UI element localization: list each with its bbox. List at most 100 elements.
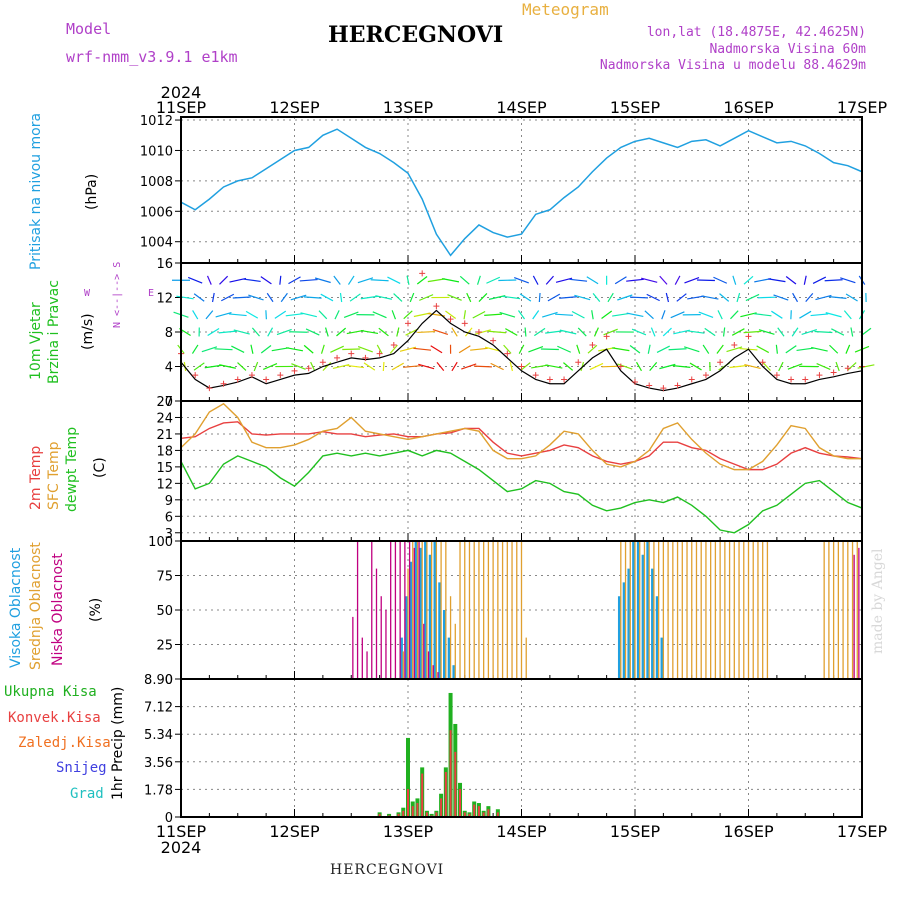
wind-arrow: [815, 294, 832, 301]
wind-arrow: [698, 311, 714, 319]
wind-arrow: [393, 293, 403, 302]
wind-arrow: [248, 294, 264, 301]
y-tick-label: 1.78: [144, 783, 173, 798]
wind-arrow: [559, 329, 577, 335]
wind-arrow: [233, 329, 250, 335]
conv-precip-bar: [444, 772, 447, 817]
wind-arrow: [403, 365, 421, 368]
wind-arrow: [670, 311, 685, 319]
wind-arrow: [626, 312, 644, 318]
wind-arrow: [347, 275, 355, 285]
wind-arrow: [251, 327, 260, 337]
panel-wind: [172, 262, 875, 402]
wind-arrow: [336, 327, 347, 337]
wind-arrow: [785, 276, 797, 285]
wind-arrow: [463, 310, 467, 320]
wind-arrow: [601, 310, 613, 319]
wind-arrow: [593, 327, 599, 337]
wind-gust-marker: [546, 376, 553, 383]
wind-arrow: [635, 361, 643, 372]
wind-arrow: [488, 330, 507, 334]
wind-gust-marker: [504, 350, 511, 357]
wind-arrow: [519, 293, 532, 302]
y-tick-label: 7.12: [144, 701, 173, 716]
time-label-bottom: 13SEP: [383, 822, 434, 841]
wind-gust-marker: [291, 367, 298, 374]
wind-arrow: [587, 344, 598, 354]
wind-arrow: [218, 330, 237, 334]
wind-arrow: [382, 361, 385, 372]
wind-arrow: [683, 346, 700, 353]
wind-arrow: [458, 345, 471, 354]
wind-arrow: [768, 278, 786, 283]
wind-arrow: [829, 344, 839, 354]
y-tick-label: 8.90: [144, 673, 173, 688]
wind-gust-marker: [263, 376, 270, 383]
y-tick-label: 1012: [140, 114, 173, 129]
wind-arrow: [555, 277, 573, 283]
wind-arrow: [274, 310, 287, 319]
time-label-top: 14SEP: [496, 98, 547, 117]
wind-arrow: [731, 328, 745, 336]
wind-arrow: [777, 327, 785, 337]
y-tick-label: 12: [156, 292, 173, 307]
wind-arrow: [413, 347, 432, 351]
wind-arrow: [253, 361, 259, 372]
wind-arrow: [193, 293, 205, 302]
wind-arrow: [533, 327, 546, 337]
wind-arrow: [824, 279, 843, 282]
wind-arrow: [542, 311, 558, 318]
y-tick-label: 3.56: [144, 756, 173, 771]
wind-arrow: [305, 328, 320, 336]
wind-arrow: [662, 327, 672, 337]
wind-arrow: [571, 310, 585, 319]
y-tick-label: 0: [165, 673, 173, 688]
wind-arrow: [484, 313, 503, 316]
wind-arrow: [376, 344, 383, 354]
wind-arrow: [591, 310, 594, 320]
wind-arrow: [285, 347, 304, 352]
wind-arrow: [689, 362, 702, 371]
wind-arrow: [740, 312, 757, 318]
wind-arrow: [451, 361, 458, 372]
wind-arrow: [300, 312, 317, 318]
y-tick-label: 4: [165, 361, 173, 376]
wind-arrow: [736, 292, 741, 303]
wind-arrow: [811, 346, 828, 352]
wind-gust-marker: [376, 350, 383, 357]
wind-arrow: [845, 344, 851, 354]
panel-border: [180, 678, 863, 818]
wind-arrow: [201, 346, 218, 353]
wind-arrow: [559, 296, 577, 299]
wind-arrow: [801, 329, 818, 335]
time-label-top: 11SEP: [156, 98, 207, 117]
wind-arrow: [370, 279, 389, 282]
wind-arrow: [840, 277, 856, 284]
wind-arrow: [825, 312, 842, 318]
wind-arrow: [265, 310, 267, 320]
time-label-bottom: 14SEP: [496, 822, 547, 841]
time-label-top: 16SEP: [723, 98, 774, 117]
wind-arrow: [291, 363, 306, 370]
wind-gust-marker: [348, 350, 355, 357]
time-label-top: 17SEP: [837, 98, 888, 117]
wind-gust-marker: [419, 270, 426, 277]
y-tick-label: 1008: [140, 175, 173, 190]
wind-arrow: [659, 275, 668, 285]
wind-arrow: [744, 363, 761, 370]
wind-arrow: [330, 345, 344, 353]
wind-arrow: [232, 296, 251, 299]
wind-arrow: [538, 292, 541, 303]
wind-arrow: [245, 310, 259, 319]
wind-arrow: [601, 365, 620, 368]
panel-pressure: [175, 117, 863, 263]
wind-arrow: [787, 363, 803, 370]
wind-arrow: [814, 330, 833, 334]
wind-arrow: [612, 347, 630, 352]
wind-arrow: [589, 362, 604, 371]
wind-arrow: [649, 361, 658, 372]
wind-arrow: [517, 310, 526, 320]
wind-arrow: [762, 362, 771, 371]
wind-arrow: [357, 277, 374, 284]
wind-arrow: [831, 328, 845, 336]
